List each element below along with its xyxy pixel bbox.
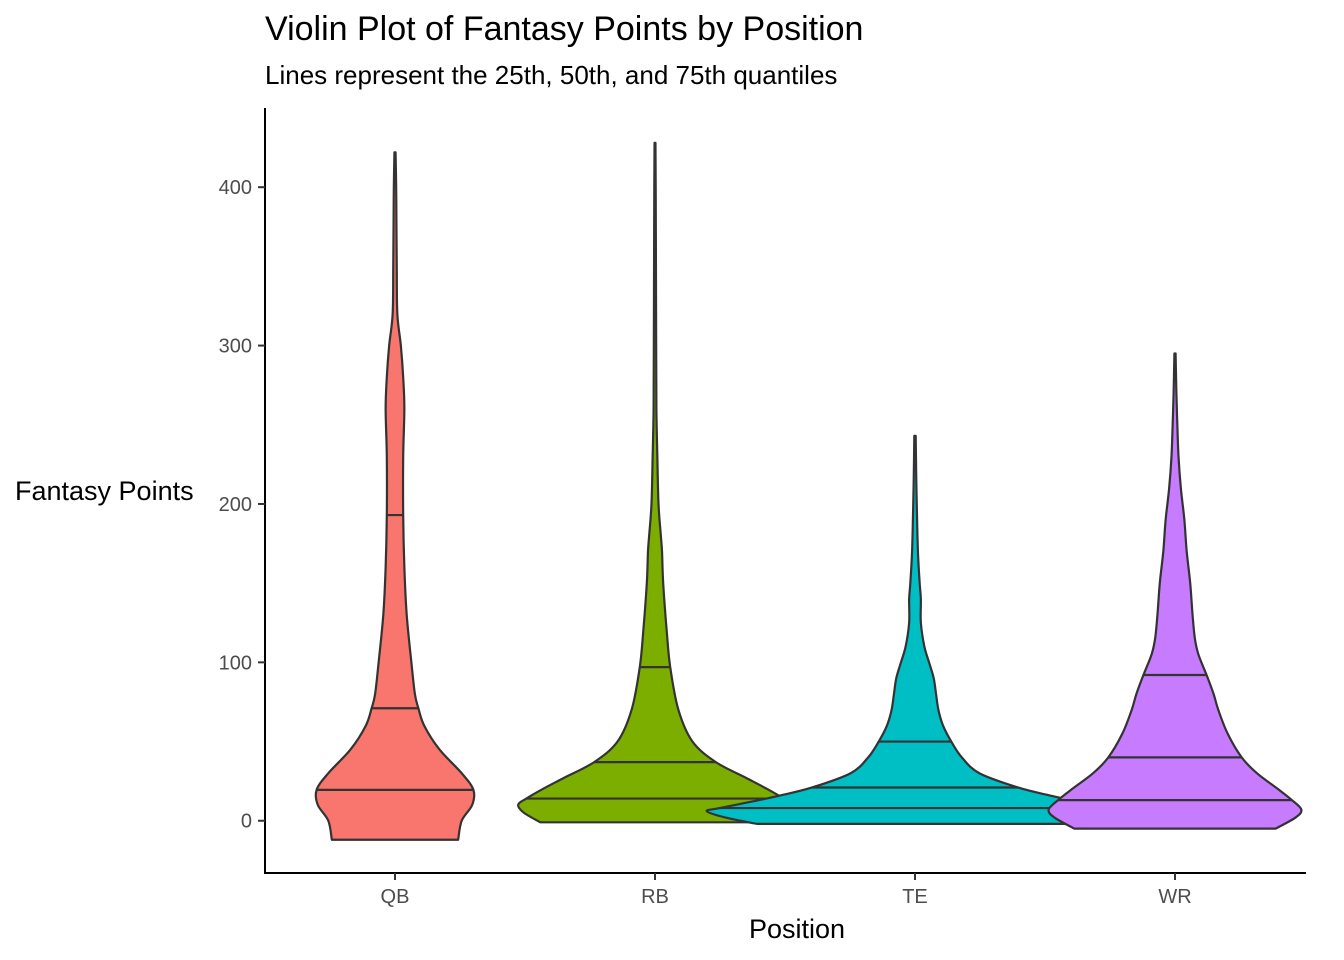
x-tick-label: QB: [381, 886, 410, 908]
violins-layer: [314, 141, 1303, 841]
x-tick-label: WR: [1158, 886, 1191, 908]
x-axis-title: Position: [749, 914, 845, 944]
x-tick-label: TE: [902, 886, 928, 908]
y-tick-label: 400: [219, 177, 252, 199]
y-axis-title: Fantasy Points: [15, 476, 194, 506]
y-axis: 0 100 200 300 400: [219, 108, 266, 874]
chart-subtitle: Lines represent the 25th, 50th, and 75th…: [265, 60, 837, 90]
y-tick-label: 0: [241, 811, 252, 833]
violin-qb: [314, 151, 476, 841]
x-tick-label: RB: [641, 886, 669, 908]
x-axis: QB RB TE WR: [264, 872, 1306, 908]
violin-rb: [516, 141, 794, 824]
chart-title: Violin Plot of Fantasy Points by Positio…: [265, 10, 863, 48]
violin-wr: [1047, 352, 1303, 830]
y-tick-label: 200: [219, 494, 252, 516]
y-tick-label: 100: [219, 652, 252, 674]
y-tick-label: 300: [219, 336, 252, 358]
violin-te: [705, 434, 1125, 825]
